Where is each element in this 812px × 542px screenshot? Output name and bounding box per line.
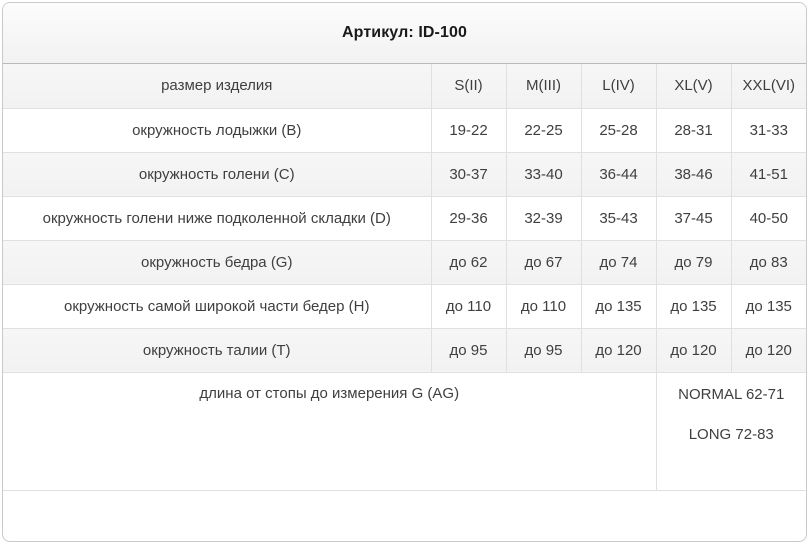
size-column-header-m: M(III) <box>505 64 582 109</box>
measurement-value: до 135 <box>655 283 732 329</box>
measurement-value: 29-36 <box>430 195 507 241</box>
length-label: длина от стопы до измерения G (AG) <box>3 371 657 491</box>
length-values: NORMAL 62-71 LONG 72-83 <box>655 371 806 491</box>
length-value-normal: NORMAL 62-71 <box>678 385 785 403</box>
measurement-value: 35-43 <box>580 195 657 241</box>
measurement-value: 30-37 <box>430 151 507 197</box>
measurement-label: окружность бедра (G) <box>3 239 432 285</box>
measurement-value: до 120 <box>580 327 657 373</box>
measurement-value: до 62 <box>430 239 507 285</box>
measurement-label: окружность талии (T) <box>3 327 432 373</box>
measurement-value: до 95 <box>505 327 582 373</box>
measurement-value: до 83 <box>730 239 806 285</box>
measurement-value: до 120 <box>655 327 732 373</box>
measurement-label: окружность голени (C) <box>3 151 432 197</box>
measurement-row: окружность бедра (G) до 62 до 67 до 74 до 79… <box>3 239 806 285</box>
card-title: Артикул: ID-100 <box>3 3 806 64</box>
measurement-row: окружность талии (T) до 95 до 95 до 120 до 1… <box>3 327 806 373</box>
measurement-value: до 110 <box>430 283 507 329</box>
size-column-header-xl: XL(V) <box>655 64 732 109</box>
size-header-label: размер изделия <box>3 64 432 109</box>
measurement-value: 22-25 <box>505 107 582 153</box>
measurement-value: до 120 <box>730 327 806 373</box>
measurement-rows: окружность лодыжки (B) 19-22 22-25 25-28 28-… <box>3 107 806 373</box>
size-table: размер изделия S(II) M(III) L(IV) XL(V) … <box>3 64 806 491</box>
measurement-value: 32-39 <box>505 195 582 241</box>
measurement-value: 28-31 <box>655 107 732 153</box>
measurement-value: до 79 <box>655 239 732 285</box>
size-column-header-l: L(IV) <box>580 64 657 109</box>
measurement-value: 33-40 <box>505 151 582 197</box>
measurement-label: окружность самой широкой части бедер (H) <box>3 283 432 329</box>
measurement-value: 38-46 <box>655 151 732 197</box>
measurement-value: 19-22 <box>430 107 507 153</box>
measurement-label: окружность голени ниже подколенной склад… <box>3 195 432 241</box>
measurement-value: до 67 <box>505 239 582 285</box>
measurement-row: окружность лодыжки (B) 19-22 22-25 25-28 28-… <box>3 107 806 153</box>
length-row: длина от стопы до измерения G (AG) NORMA… <box>3 371 806 491</box>
measurement-value: 25-28 <box>580 107 657 153</box>
measurement-value: 41-51 <box>730 151 806 197</box>
measurement-value: до 95 <box>430 327 507 373</box>
measurement-value: до 74 <box>580 239 657 285</box>
measurement-row: окружность голени ниже подколенной склад… <box>3 195 806 241</box>
size-header-row: размер изделия S(II) M(III) L(IV) XL(V) … <box>3 64 806 109</box>
measurement-value: 40-50 <box>730 195 806 241</box>
measurement-value: до 110 <box>505 283 582 329</box>
measurement-value: 37-45 <box>655 195 732 241</box>
measurement-row: окружность самой широкой части бедер (H)… <box>3 283 806 329</box>
measurement-label: окружность лодыжки (B) <box>3 107 432 153</box>
measurement-value: до 135 <box>730 283 806 329</box>
measurement-value: 31-33 <box>730 107 806 153</box>
measurement-row: окружность голени (C) 30-37 33-40 36-44 38-4… <box>3 151 806 197</box>
measurement-value: 36-44 <box>580 151 657 197</box>
size-column-header-xxl: XXL(VI) <box>730 64 806 109</box>
length-value-long: LONG 72-83 <box>688 425 774 443</box>
size-column-header-s: S(II) <box>430 64 507 109</box>
measurement-value: до 135 <box>580 283 657 329</box>
